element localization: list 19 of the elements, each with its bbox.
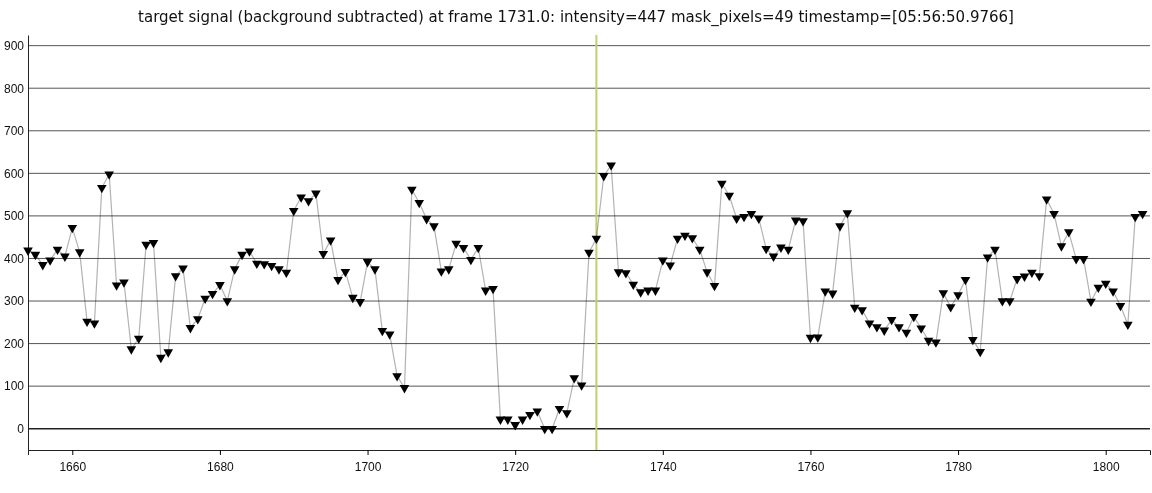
x-tick-label: 1780: [945, 460, 973, 475]
y-tick-label: 700: [3, 124, 25, 139]
y-tick-label: 0: [17, 422, 25, 437]
chart-title: target signal (background subtracted) at frame 1731.0: intensity=447 mask_pixels=49 timestamp=[05:56:50.9766]: [138, 8, 1014, 27]
y-tick-label: 100: [3, 379, 25, 394]
y-tick-label: 200: [3, 336, 25, 351]
x-tick-label: 1800: [1092, 460, 1120, 475]
y-tick-label: 500: [3, 209, 25, 224]
x-tick-label: 1760: [797, 460, 825, 475]
y-tick-label: 300: [3, 294, 25, 309]
x-tick-label: 1740: [649, 460, 677, 475]
y-tick-label: 400: [3, 251, 25, 266]
x-tick-label: 1680: [207, 460, 235, 475]
x-tick-label: 1660: [59, 460, 87, 475]
x-tick-label: 1720: [502, 460, 530, 475]
y-tick-label: 600: [3, 166, 25, 181]
x-tick-label: 1700: [354, 460, 382, 475]
y-tick-label: 900: [3, 38, 25, 53]
y-tick-label: 800: [3, 81, 25, 96]
